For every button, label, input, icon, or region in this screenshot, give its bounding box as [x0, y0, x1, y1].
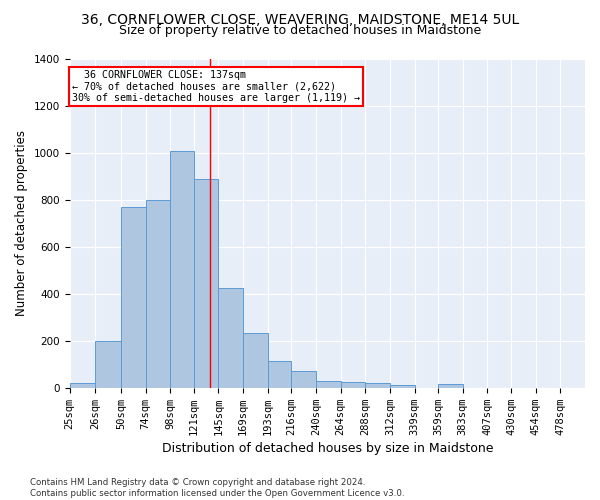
- Bar: [292, 372, 316, 388]
- X-axis label: Distribution of detached houses by size in Maidstone: Distribution of detached houses by size …: [161, 442, 493, 455]
- Bar: [194, 179, 218, 388]
- Bar: [95, 341, 121, 388]
- Bar: [390, 385, 415, 388]
- Bar: [341, 382, 365, 388]
- Bar: [316, 381, 341, 388]
- Bar: [438, 384, 463, 388]
- Text: Contains HM Land Registry data © Crown copyright and database right 2024.
Contai: Contains HM Land Registry data © Crown c…: [30, 478, 404, 498]
- Text: 36, CORNFLOWER CLOSE, WEAVERING, MAIDSTONE, ME14 5UL: 36, CORNFLOWER CLOSE, WEAVERING, MAIDSTO…: [81, 12, 519, 26]
- Bar: [218, 288, 243, 388]
- Bar: [268, 361, 292, 388]
- Bar: [146, 200, 170, 388]
- Text: 36 CORNFLOWER CLOSE: 137sqm
← 70% of detached houses are smaller (2,622)
30% of : 36 CORNFLOWER CLOSE: 137sqm ← 70% of det…: [71, 70, 359, 103]
- Bar: [70, 383, 95, 388]
- Text: Size of property relative to detached houses in Maidstone: Size of property relative to detached ho…: [119, 24, 481, 37]
- Bar: [121, 207, 146, 388]
- Bar: [365, 383, 390, 388]
- Bar: [170, 150, 194, 388]
- Y-axis label: Number of detached properties: Number of detached properties: [15, 130, 28, 316]
- Bar: [243, 332, 268, 388]
